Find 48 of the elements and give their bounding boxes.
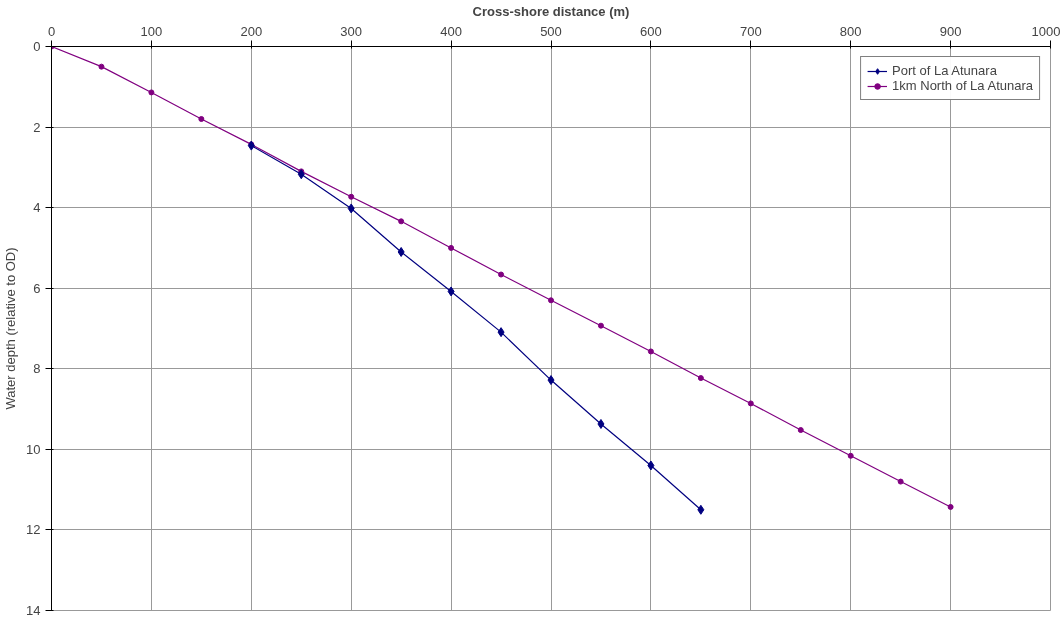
point bbox=[497, 327, 505, 338]
point bbox=[198, 116, 205, 123]
point bbox=[548, 297, 554, 304]
x-tick-label: 0 bbox=[47, 23, 56, 39]
point bbox=[697, 504, 705, 515]
point bbox=[947, 503, 954, 510]
point bbox=[447, 286, 455, 297]
y-tick-label: 8 bbox=[33, 361, 41, 377]
x-tick-label: 500 bbox=[540, 23, 562, 39]
point bbox=[498, 271, 505, 278]
x-tick-label: 900 bbox=[939, 23, 962, 39]
point bbox=[297, 169, 305, 180]
point bbox=[897, 478, 904, 485]
y-axis-title: Water depth (relative to OD) bbox=[3, 247, 19, 410]
point bbox=[148, 89, 155, 96]
point bbox=[347, 203, 355, 214]
point bbox=[597, 322, 604, 329]
y-tick-label: 12 bbox=[26, 522, 41, 538]
point bbox=[398, 218, 405, 225]
y-tick-label: 4 bbox=[33, 200, 41, 216]
x-tick-label: 800 bbox=[839, 23, 862, 39]
point bbox=[597, 418, 605, 429]
y-tick-label: 2 bbox=[33, 119, 41, 135]
x-tick-label: 100 bbox=[140, 23, 163, 39]
point bbox=[797, 427, 804, 434]
legend-label: 1km North of La Atunara bbox=[892, 78, 1033, 93]
y-tick-label: 6 bbox=[33, 280, 41, 296]
y-tick-label: 10 bbox=[26, 441, 41, 457]
y-tick-label: 0 bbox=[33, 39, 41, 54]
point bbox=[397, 246, 405, 257]
x-tick-label: 1000 bbox=[1031, 23, 1061, 39]
x-tick-label: 200 bbox=[240, 23, 263, 39]
point bbox=[647, 460, 655, 471]
x-tick-label: 400 bbox=[440, 23, 462, 39]
y-tick-label: 14 bbox=[26, 603, 41, 618]
point bbox=[747, 400, 754, 407]
x-axis-title: Cross-shore distance (m) bbox=[472, 3, 630, 19]
x-tick-label: 700 bbox=[739, 23, 762, 39]
x-tick-label: 600 bbox=[640, 23, 662, 39]
point bbox=[348, 193, 355, 200]
point bbox=[448, 244, 455, 251]
legend-label: Port of La Atunara bbox=[892, 63, 997, 78]
x-tick-label: 300 bbox=[340, 23, 363, 39]
point bbox=[98, 63, 105, 70]
point bbox=[647, 348, 654, 355]
point bbox=[547, 375, 555, 386]
point bbox=[847, 452, 854, 459]
point bbox=[697, 375, 704, 382]
